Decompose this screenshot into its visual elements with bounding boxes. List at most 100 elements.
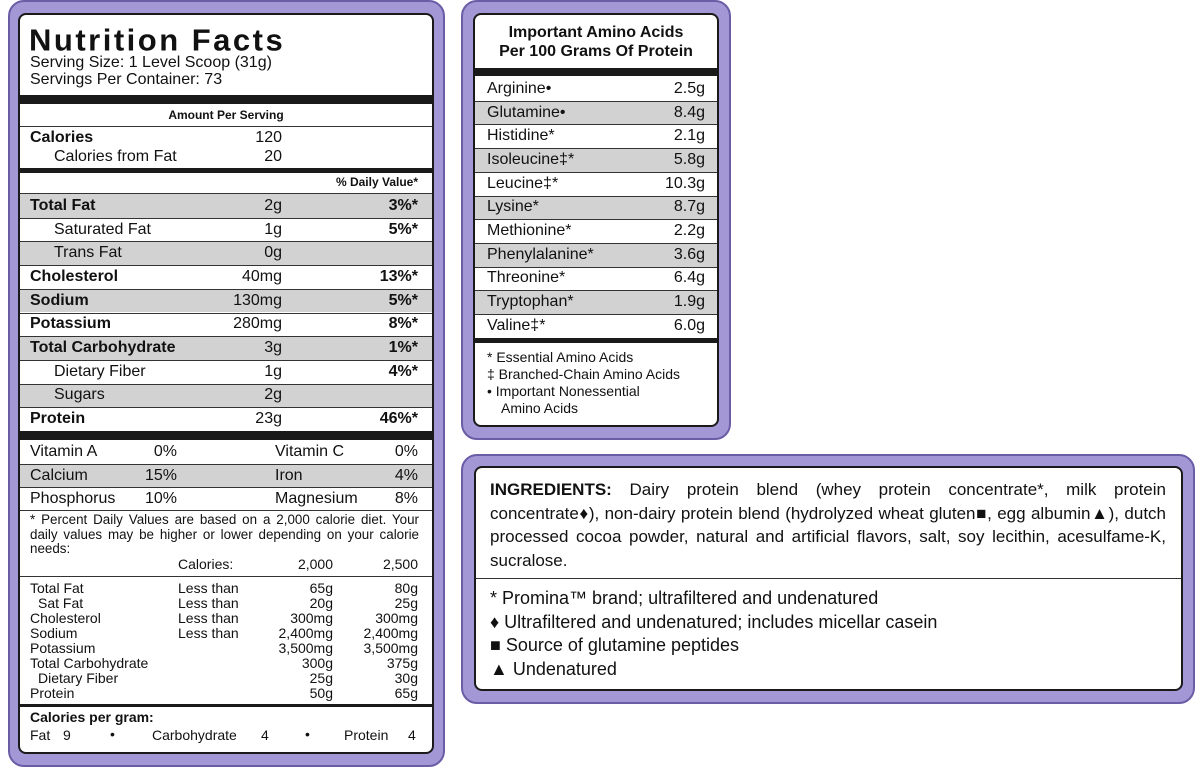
limit-label: Total Fat: [30, 580, 84, 596]
amino-amount: 10.3g: [664, 174, 705, 192]
amino-title: Per 100 Grams Of Protein: [499, 43, 693, 60]
vitamin-dv: 0%: [394, 442, 418, 460]
vitamin-dv: 0%: [153, 442, 177, 460]
divider: [20, 407, 432, 409]
daily-value: 4%*: [388, 362, 418, 380]
limit-value: 25g: [309, 670, 333, 686]
amino-title: Important Amino Acids: [508, 24, 684, 41]
limit-label: Protein: [30, 685, 75, 701]
daily-value: 13%*: [379, 267, 418, 285]
limit-comparator: Less than: [178, 625, 239, 641]
limit-value: 20g: [309, 595, 333, 611]
divider: [475, 266, 717, 268]
amount: 280mg: [233, 315, 282, 333]
cpg-value: 9: [63, 727, 71, 743]
calorie-header: 2,000: [297, 556, 333, 572]
divider: [20, 288, 432, 290]
amino-amount: 6.4g: [673, 269, 705, 287]
ingredient-note: ♦ Ultrafiltered and undenatured; include…: [490, 611, 938, 632]
limit-value: 3,500mg: [278, 640, 333, 656]
ingredients-label: INGREDIENTS:: [490, 480, 612, 499]
daily-value: 46%*: [379, 410, 418, 428]
amino-legend: • Important Nonessential: [487, 383, 640, 399]
cpg-label: Carbohydrate: [152, 727, 237, 743]
amount: 0g: [264, 244, 282, 262]
row-shade: [475, 242, 717, 267]
row-shade: [20, 336, 432, 360]
limit-value: 300g: [301, 655, 333, 671]
amino-name: Arginine•: [487, 79, 552, 97]
ingredient-note: ■ Source of glutamine peptides: [490, 635, 740, 655]
vitamin: Vitamin A: [30, 442, 98, 460]
divider: [20, 576, 432, 577]
amino-amount: 5.8g: [673, 150, 705, 168]
divider: [20, 312, 432, 314]
limit-value: 50g: [309, 685, 333, 701]
calories-fat-label: Calories from Fat: [54, 148, 177, 165]
rule: [20, 431, 432, 440]
row-shade: [20, 288, 432, 313]
daily-value: 8%*: [388, 315, 418, 333]
nutrient: Total Carbohydrate: [30, 339, 176, 357]
divider: [475, 148, 717, 150]
divider: [20, 217, 432, 219]
row-shade: [475, 148, 717, 172]
calories-label: Calories: [30, 129, 94, 146]
row-shade: [20, 463, 432, 488]
cpg-value: 4: [408, 727, 416, 743]
divider: [20, 510, 432, 511]
nutrient: Trans Fat: [54, 244, 122, 262]
limit-value: 3,500mg: [363, 640, 418, 656]
amount: 40mg: [241, 267, 282, 285]
limit-value: 65g: [394, 685, 418, 701]
row-shade: [475, 195, 717, 220]
divider: [20, 463, 432, 465]
vitamin: Vitamin C: [275, 442, 345, 460]
limit-label: Potassium: [30, 640, 96, 656]
amino-name: Threonine*: [487, 269, 566, 287]
amount-header: Amount Per Serving: [168, 108, 284, 122]
limit-value: 2,400mg: [363, 625, 418, 641]
bullet: •: [110, 726, 115, 742]
amino-name: Valine‡*: [487, 316, 546, 334]
vitamin: Magnesium: [275, 490, 358, 508]
divider: [20, 487, 432, 489]
amount: 3g: [264, 339, 282, 357]
vitamin: Calcium: [30, 466, 88, 484]
amount: 23g: [255, 410, 282, 428]
nutrient: Sodium: [30, 291, 89, 309]
amount: 130mg: [233, 291, 282, 309]
divider: [20, 336, 432, 338]
amount: 2g: [264, 196, 282, 214]
row-shade: [20, 383, 432, 408]
footnote: * Percent Daily Values are based on a 2,…: [30, 512, 419, 556]
vitamin-dv: 15%: [144, 466, 177, 484]
limit-label: Sat Fat: [38, 595, 84, 611]
amino-name: Tryptophan*: [487, 293, 574, 311]
amino-name: Lysine*: [487, 198, 539, 216]
rule: [475, 338, 717, 343]
limit-label: Cholesterol: [30, 610, 101, 626]
divider: [475, 100, 717, 102]
row-shade: [475, 290, 717, 314]
title: Nutrition Facts: [29, 22, 286, 58]
rule: [20, 95, 432, 104]
divider: [20, 383, 432, 385]
limit-comparator: Less than: [178, 580, 239, 596]
calorie-header: 2,500: [382, 556, 418, 572]
amino-amount: 2.1g: [673, 127, 705, 145]
nutrient: Potassium: [30, 315, 111, 333]
nutrient: Cholesterol: [30, 267, 119, 285]
amino-legend: ‡ Branched-Chain Amino Acids: [487, 366, 680, 382]
daily-value: 3%*: [388, 196, 418, 214]
vitamin-dv: 4%: [394, 466, 418, 484]
daily-value: 5%*: [388, 220, 418, 238]
amino-amount: 8.7g: [673, 198, 705, 216]
amount: 1g: [264, 220, 282, 238]
limit-label: Total Carbohydrate: [30, 655, 149, 671]
divider: [475, 290, 717, 292]
amino-amount: 3.6g: [673, 245, 705, 263]
amino-amount: 8.4g: [673, 103, 705, 121]
amino-name: Leucine‡*: [487, 174, 559, 192]
